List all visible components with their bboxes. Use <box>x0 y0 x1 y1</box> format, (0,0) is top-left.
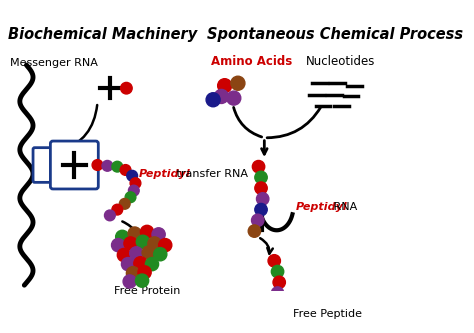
Circle shape <box>121 257 135 271</box>
Circle shape <box>104 210 115 221</box>
Circle shape <box>252 214 264 226</box>
Circle shape <box>130 247 143 260</box>
Circle shape <box>127 170 137 181</box>
Circle shape <box>128 227 141 240</box>
Circle shape <box>125 192 136 202</box>
Text: Nucleotides: Nucleotides <box>306 55 375 68</box>
Circle shape <box>152 228 165 241</box>
Circle shape <box>148 237 161 250</box>
Circle shape <box>214 90 228 104</box>
Text: Messenger RNA: Messenger RNA <box>10 59 98 69</box>
Circle shape <box>255 203 267 216</box>
Circle shape <box>137 235 149 248</box>
Text: Free Peptide: Free Peptide <box>293 309 362 319</box>
Circle shape <box>128 185 139 196</box>
Circle shape <box>92 160 103 170</box>
Circle shape <box>140 225 154 238</box>
Circle shape <box>138 266 151 279</box>
Circle shape <box>265 308 277 321</box>
Circle shape <box>146 257 159 271</box>
Text: Peptidyl: Peptidyl <box>296 202 347 212</box>
Circle shape <box>112 161 123 172</box>
Circle shape <box>130 178 141 188</box>
Circle shape <box>117 248 130 262</box>
Circle shape <box>218 79 232 93</box>
Circle shape <box>206 93 220 107</box>
Circle shape <box>120 82 132 94</box>
Text: Free Protein: Free Protein <box>114 286 180 296</box>
Text: Spontaneous Chemical Process: Spontaneous Chemical Process <box>207 27 463 42</box>
Circle shape <box>120 165 131 175</box>
Circle shape <box>231 76 245 90</box>
Circle shape <box>271 287 284 299</box>
Circle shape <box>112 204 123 215</box>
Text: Amino Acids: Amino Acids <box>210 55 292 68</box>
Circle shape <box>256 193 269 205</box>
Circle shape <box>111 238 125 252</box>
Circle shape <box>271 265 284 278</box>
FancyBboxPatch shape <box>50 141 98 189</box>
Circle shape <box>127 267 140 280</box>
Text: RNA: RNA <box>330 202 358 212</box>
Circle shape <box>273 276 285 288</box>
Circle shape <box>268 298 281 310</box>
Circle shape <box>248 225 261 237</box>
Circle shape <box>123 275 137 288</box>
Circle shape <box>124 237 137 250</box>
Circle shape <box>255 182 267 194</box>
Text: transfer RNA: transfer RNA <box>173 169 248 179</box>
Circle shape <box>102 161 113 171</box>
Circle shape <box>134 257 147 270</box>
Text: Biochemical Machinery: Biochemical Machinery <box>8 27 198 42</box>
Circle shape <box>268 255 281 267</box>
FancyBboxPatch shape <box>33 148 55 182</box>
Circle shape <box>159 238 172 252</box>
Text: Peptidyl: Peptidyl <box>139 169 191 179</box>
Circle shape <box>252 161 265 173</box>
Circle shape <box>227 91 241 105</box>
Circle shape <box>154 248 167 261</box>
Circle shape <box>255 171 267 183</box>
Circle shape <box>119 198 130 209</box>
Circle shape <box>142 246 155 259</box>
Circle shape <box>136 274 149 287</box>
Circle shape <box>116 230 129 243</box>
